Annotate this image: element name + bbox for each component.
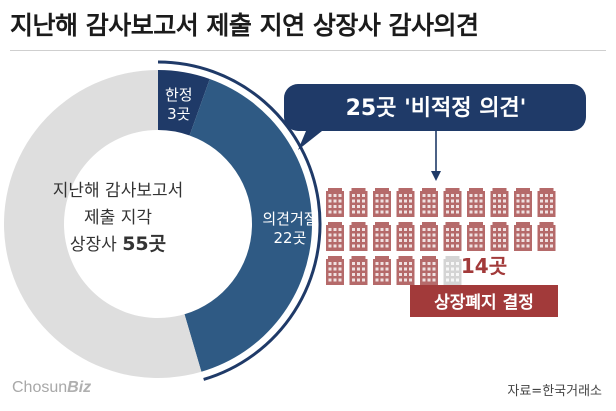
building-icon-nonappropriate — [420, 222, 438, 251]
building-icon-nonappropriate — [420, 256, 438, 285]
center-label-line: 제출 지각 — [84, 208, 152, 228]
callout-group: 25곳 '비적정 의견' — [284, 84, 586, 181]
source-note: 자료=한국거래소 — [507, 384, 602, 399]
building-icon-nonappropriate — [490, 188, 509, 217]
slice-value-label: 3곳 — [167, 105, 190, 123]
delisting-label-box — [410, 285, 558, 317]
center-label-line: 지난해 감사보고서 — [53, 181, 184, 201]
building-icon-nonappropriate — [537, 222, 556, 251]
building-icon-nonappropriate — [396, 222, 415, 251]
building-icon-nonappropriate — [373, 222, 391, 251]
building-icon-nonappropriate — [349, 256, 368, 285]
delisting-label: 상장폐지 결정 — [434, 293, 534, 313]
building-icon-nonappropriate — [420, 188, 438, 217]
building-icon-nonappropriate — [373, 188, 391, 217]
slice-label: 한정 — [165, 86, 193, 104]
building-icon — [443, 256, 462, 285]
slice-value-label: 22곳 — [274, 229, 307, 247]
donut-slice — [3, 70, 202, 379]
callout-arrow-head — [431, 171, 441, 181]
building-icon-nonappropriate — [326, 256, 344, 285]
building-icon-nonappropriate — [443, 222, 462, 251]
building-icon-nonappropriate — [443, 188, 462, 217]
building-icon-nonappropriate — [326, 188, 344, 217]
building-icon-nonappropriate — [326, 222, 344, 251]
building-icon-nonappropriate — [396, 188, 415, 217]
chosunbiz-logo: ChosunBiz — [12, 379, 92, 396]
donut-slice — [184, 78, 312, 372]
callout-text: 25곳 '비적정 의견' — [346, 96, 527, 121]
building-icon-nonappropriate — [396, 256, 415, 285]
building-icon-nonappropriate — [349, 222, 368, 251]
building-icon-nonappropriate — [373, 256, 391, 285]
donut-slice — [158, 70, 210, 136]
slice-label: 의견거절 — [262, 210, 317, 228]
highlight-arc — [157, 60, 322, 381]
building-icon-nonappropriate — [514, 222, 532, 251]
building-icon-nonappropriate — [467, 188, 485, 217]
center-label-line: 상장사 55곳 — [70, 233, 166, 255]
building-icon-nonappropriate — [467, 222, 485, 251]
callout-bubble — [284, 84, 586, 150]
building-icon-nonappropriate — [349, 188, 368, 217]
title-divider — [10, 50, 606, 51]
building-grid — [326, 188, 556, 285]
chart-title: 지난해 감사보고서 제출 지연 상장사 감사의견 — [10, 11, 479, 40]
building-icon-nonappropriate — [537, 188, 556, 217]
delisting-count: 14곳 — [461, 254, 507, 278]
building-icon-nonappropriate — [490, 222, 509, 251]
building-icon-nonappropriate — [514, 188, 532, 217]
